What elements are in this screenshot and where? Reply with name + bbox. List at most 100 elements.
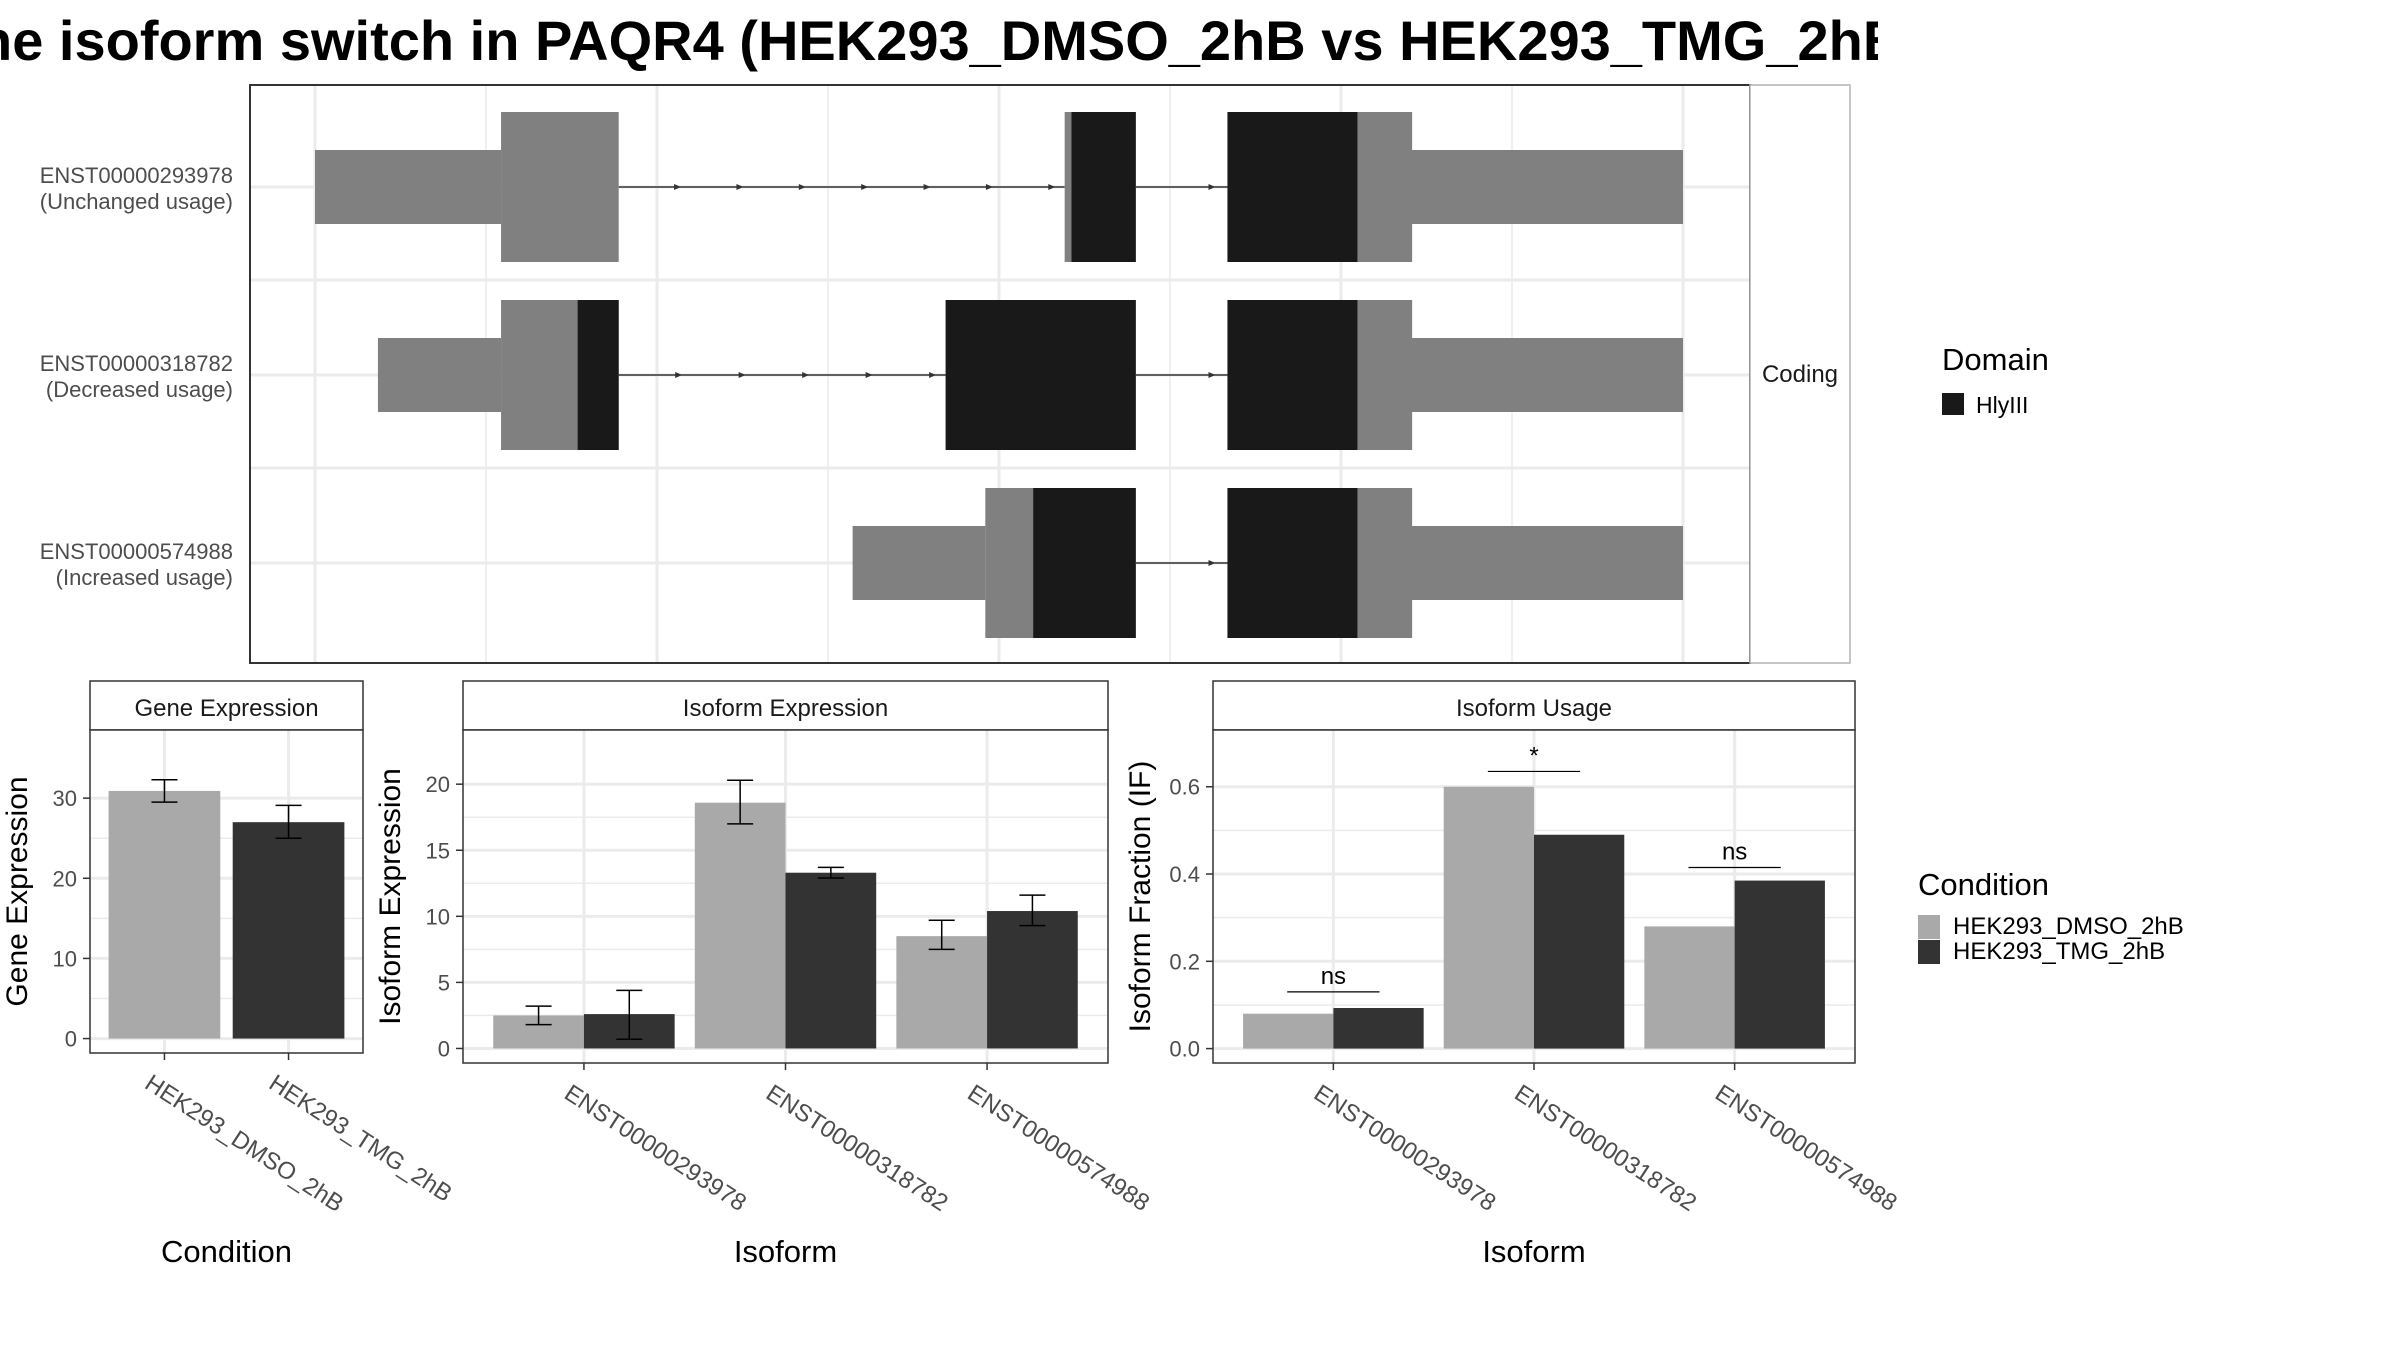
intron-arrow <box>985 184 993 190</box>
chart-y-tick-label: 10 <box>53 946 77 971</box>
noncoding-exon <box>852 526 986 600</box>
chart-y-tick-label: 30 <box>53 786 77 811</box>
chart-panel-border <box>462 729 1109 1064</box>
chart-y-axis-title: Isoform Expression <box>374 768 407 1025</box>
bar-ENST00000574988-HEK293_DMSO_2hB <box>896 936 988 1049</box>
chart-x-axis-title: Condition <box>161 1234 292 1269</box>
bar-ENST00000318782-HEK293_TMG_2hB <box>1534 834 1625 1049</box>
intron-arrow <box>736 184 744 190</box>
chart-x-tick-label: ENST00000318782 <box>1510 1079 1702 1216</box>
transcript-usage-label: (Unchanged usage) <box>40 189 233 214</box>
transcript-usage-label: (Decreased usage) <box>46 377 233 402</box>
intron-arrow <box>923 184 931 190</box>
intron-arrow <box>798 184 806 190</box>
bar-ENST00000293978-HEK293_TMG_2hB <box>1333 1008 1424 1049</box>
significance-label: * <box>1529 742 1538 769</box>
domain-hlyiii <box>1033 488 1136 638</box>
condition-legend-key <box>1918 940 1940 964</box>
chart-strip-title: Gene Expression <box>134 695 318 722</box>
domain-hlyiii <box>1227 488 1358 638</box>
domain-hlyiii <box>1071 112 1136 262</box>
condition-legend-title: Condition <box>1918 867 2049 902</box>
bar-ENST00000574988-HEK293_TMG_2hB <box>1734 880 1825 1049</box>
intron-arrow <box>1208 184 1216 190</box>
domain-legend-title: Domain <box>1942 342 2049 377</box>
chart-y-tick-label: 20 <box>53 866 77 891</box>
transcript-id-label: ENST00000574988 <box>40 539 233 564</box>
chart-y-tick-label: 0.6 <box>1169 775 1200 800</box>
facet-strip <box>1749 84 1851 664</box>
chart-y-tick-label: 15 <box>426 838 450 863</box>
significance-label: ns <box>1321 963 1346 990</box>
chart-x-axis-title: Isoform <box>1482 1234 1585 1269</box>
chart-y-tick-label: 0.2 <box>1169 949 1200 974</box>
chart-y-tick-label: 0 <box>438 1036 450 1061</box>
bar-ENST00000318782-HEK293_DMSO_2hB <box>1443 786 1534 1049</box>
domain-hlyiii <box>1227 112 1358 262</box>
domain-hlyiii <box>945 300 1136 450</box>
chart-y-axis-title: Isoform Fraction (IF) <box>1124 761 1157 1033</box>
transcript-panel: ENST00000293978(Unchanged usage)ENST0000… <box>40 84 1851 664</box>
chart-x-axis-title: Isoform <box>734 1234 837 1269</box>
chart-x-tick-label: ENST00000293978 <box>1309 1079 1501 1216</box>
condition-legend-label: HEK293_DMSO_2hB <box>1953 913 2184 940</box>
bar-ENST00000574988-HEK293_DMSO_2hB <box>1644 926 1735 1049</box>
intron-arrow <box>738 372 746 378</box>
intron-arrow <box>861 184 869 190</box>
chart-x-tick-label: HEK293_DMSO_2hB <box>140 1069 348 1217</box>
chart-y-tick-label: 0.4 <box>1169 862 1200 887</box>
significance-label: ns <box>1722 838 1747 865</box>
chart-panel-isoform-usage: Isoform Usage 0.0 0.2 0.4 0.6 ns * ns ENST000002… <box>1124 680 1902 1269</box>
chart-y-tick-label: 0 <box>65 1027 77 1052</box>
transcript-ENST00000293978: ENST00000293978(Unchanged usage) <box>40 112 1750 262</box>
bar-ENST00000293978-HEK293_DMSO_2hB <box>1243 1013 1334 1049</box>
chart-x-tick-label: ENST00000574988 <box>1710 1079 1902 1216</box>
domain-hlyiii <box>577 300 619 450</box>
chart-strip-title: Isoform Usage <box>1456 695 1612 722</box>
condition-legend-label: HEK293_TMG_2hB <box>1953 938 2165 965</box>
domain-hlyiii <box>1227 300 1358 450</box>
bar-ENST00000318782-HEK293_TMG_2hB <box>785 872 877 1049</box>
transcript-id-label: ENST00000318782 <box>40 351 233 376</box>
intron-arrow <box>1048 184 1056 190</box>
transcript-ENST00000318782: ENST00000318782(Decreased usage) <box>40 300 1750 450</box>
transcript-ENST00000574988: ENST00000574988(Increased usage) <box>40 488 1750 638</box>
domain-legend: Domain HlyIII <box>1942 342 2049 418</box>
figure-title: he isoform switch in PAQR4 (HEK293_DMSO_… <box>0 6 1878 76</box>
intron-arrow <box>929 372 937 378</box>
chart-y-tick-label: 5 <box>438 970 450 995</box>
chart-panel-border <box>89 729 364 1054</box>
domain-legend-label: HlyIII <box>1976 392 2028 418</box>
transcript-usage-label: (Increased usage) <box>56 565 233 590</box>
chart-y-tick-label: 0.0 <box>1169 1037 1200 1062</box>
bar-HEK293_DMSO_2hB <box>108 790 221 1039</box>
chart-x-tick-label: ENST00000293978 <box>560 1079 752 1216</box>
coding-exon <box>501 112 619 262</box>
domain-legend-key <box>1942 393 1964 415</box>
chart-x-tick-label: ENST00000318782 <box>761 1079 953 1216</box>
chart-panel-isoform-expression: Isoform Expression 0 5 10 15 20 ENST0000029397… <box>374 680 1154 1269</box>
condition-legend-key <box>1918 915 1940 939</box>
bar-ENST00000318782-HEK293_DMSO_2hB <box>694 802 786 1049</box>
intron-arrow <box>1208 560 1216 566</box>
bar-HEK293_TMG_2hB <box>232 822 345 1039</box>
bar-ENST00000574988-HEK293_TMG_2hB <box>987 911 1078 1049</box>
transcript-id-label: ENST00000293978 <box>40 163 233 188</box>
facet-strip-label: Coding <box>1762 361 1838 388</box>
noncoding-exon <box>377 338 502 412</box>
chart-strip <box>1212 680 1856 731</box>
noncoding-exon <box>315 150 502 224</box>
chart-y-tick-label: 20 <box>426 772 450 797</box>
intron-arrow <box>675 372 683 378</box>
chart-panel-border <box>1212 729 1856 1064</box>
figure-title-text: he isoform switch in PAQR4 (HEK293_DMSO_… <box>0 9 1878 72</box>
chart-strip-title: Isoform Expression <box>683 695 888 722</box>
intron-arrow <box>865 372 873 378</box>
chart-y-tick-label: 10 <box>426 904 450 929</box>
chart-y-axis-title: Gene Expression <box>1 776 34 1006</box>
intron-arrow <box>802 372 810 378</box>
chart-strip <box>462 680 1109 731</box>
